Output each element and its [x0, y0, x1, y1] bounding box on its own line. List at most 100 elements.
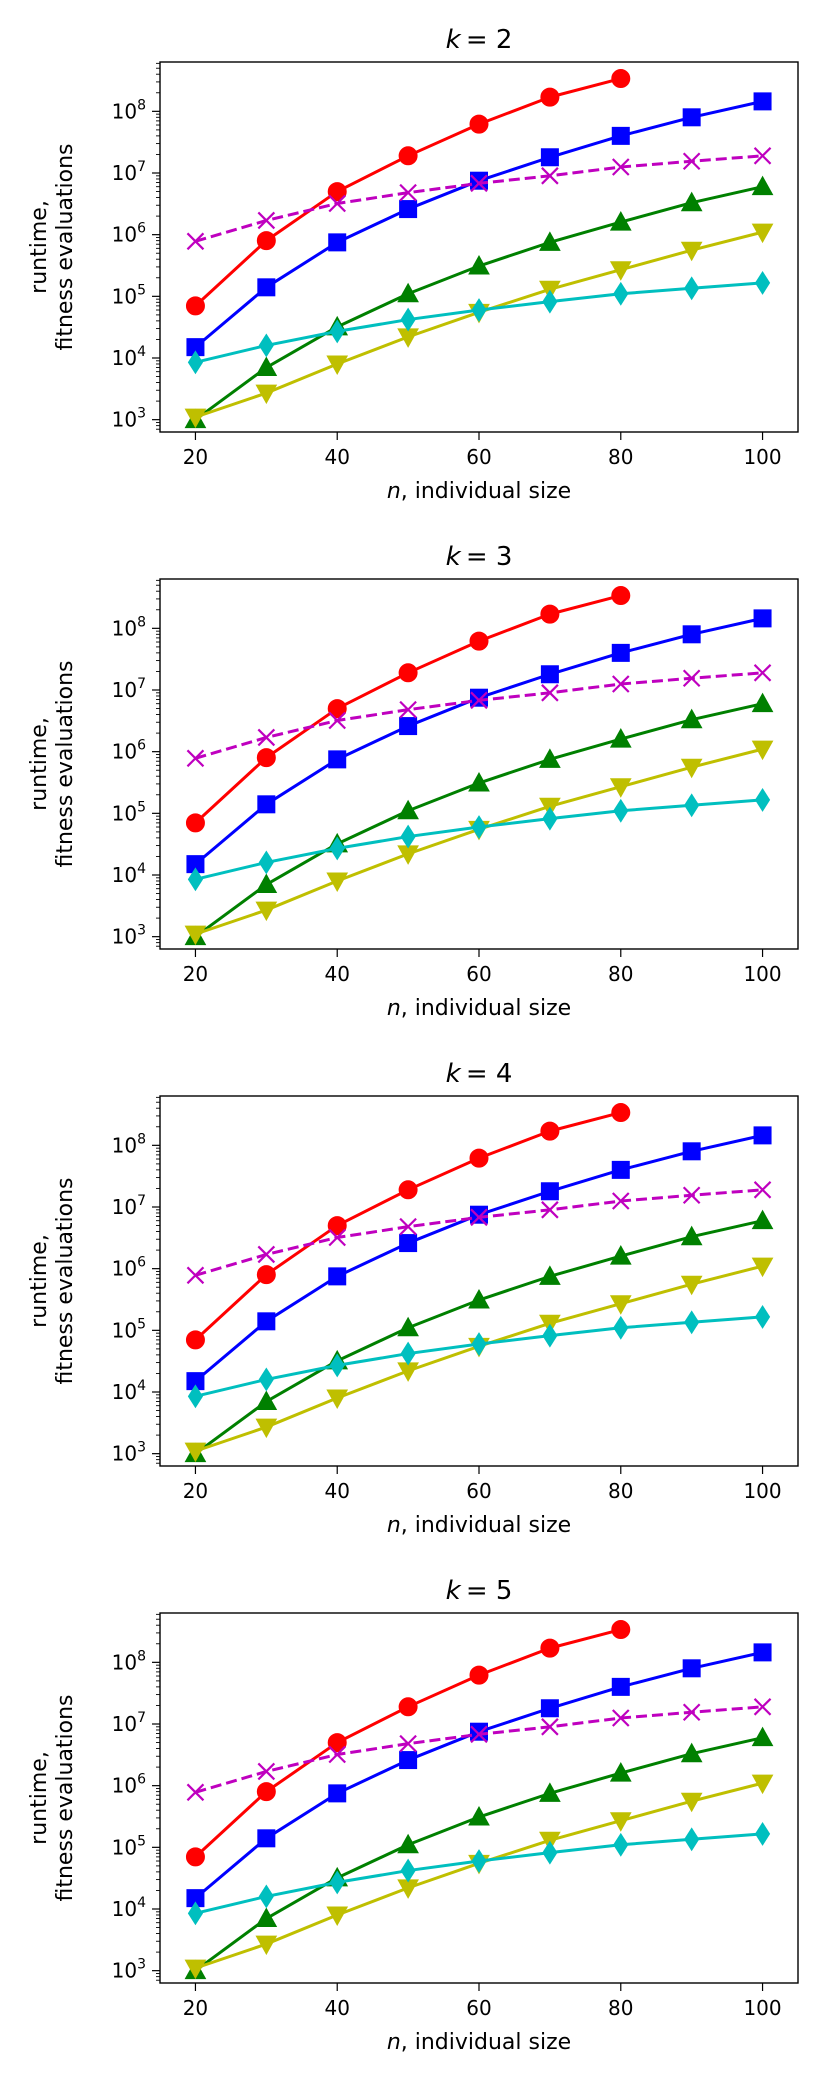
- series-circle: [185, 69, 631, 316]
- data-point-diamond: [471, 298, 487, 322]
- x-axis-label: n, individual size: [387, 1513, 571, 1538]
- y-tick-base: 10: [112, 284, 137, 308]
- y-tick-exponent: 8: [137, 97, 146, 113]
- chart-title-eq: = 2: [461, 25, 513, 55]
- x-axis-label: n, individual size: [387, 996, 571, 1021]
- data-point-circle: [256, 231, 276, 251]
- data-point-square: [753, 609, 772, 628]
- data-point-triangle-down: [184, 1442, 207, 1463]
- data-point-diamond: [684, 793, 700, 818]
- data-point-diamond: [471, 815, 487, 839]
- x-tick-label: 20: [183, 445, 208, 469]
- series-triangle-down: [184, 1257, 774, 1463]
- data-point-x: [257, 211, 276, 230]
- series-x: [186, 664, 772, 768]
- data-point-circle: [327, 182, 347, 202]
- data-point-diamond: [400, 1341, 416, 1366]
- series-triangle-down: [184, 1774, 774, 1980]
- data-point-triangle-down: [326, 355, 349, 376]
- data-point-diamond: [754, 1304, 771, 1329]
- data-point-diamond: [400, 824, 416, 849]
- data-point-triangle-up: [609, 1762, 632, 1782]
- series-line: [195, 1705, 763, 1794]
- data-point-triangle-down: [326, 872, 349, 893]
- y-tick-base: 10: [112, 1318, 137, 1342]
- y-tick-exponent: 7: [137, 1193, 146, 1209]
- y-tick-label: 105: [112, 1833, 146, 1859]
- data-point-x: [612, 1709, 630, 1727]
- y-tick-label: 108: [112, 1648, 146, 1674]
- series-triangle-down: [184, 223, 774, 429]
- data-point-x: [612, 675, 630, 693]
- series-circle: [185, 1103, 631, 1350]
- data-point-circle: [611, 69, 631, 89]
- data-point-x: [257, 728, 276, 747]
- data-point-diamond: [329, 836, 345, 861]
- y-tick-base: 10: [112, 1712, 137, 1736]
- x-tick-label: 20: [183, 962, 208, 986]
- y-axis-label-line2: fitness evaluations: [53, 660, 78, 867]
- data-point-x: [328, 1745, 346, 1764]
- data-point-circle: [185, 296, 205, 316]
- data-point-diamond: [329, 1870, 345, 1895]
- y-tick-label: 104: [112, 344, 146, 370]
- series-line: [195, 671, 763, 760]
- y-tick-label: 103: [112, 923, 146, 949]
- plot-frame: [159, 61, 799, 433]
- y-tick-base: 10: [112, 99, 137, 123]
- data-point-x: [753, 147, 772, 165]
- data-point-circle: [611, 1103, 631, 1123]
- data-point-circle: [540, 87, 560, 107]
- y-tick-label: 105: [112, 282, 146, 308]
- data-point-diamond: [400, 1858, 416, 1883]
- data-point-triangle-down: [326, 1906, 349, 1927]
- y-tick-base: 10: [112, 863, 137, 887]
- data-point-x: [399, 1734, 417, 1753]
- x-axis-label-var: n: [387, 479, 401, 504]
- chart-title: k = 3: [446, 542, 513, 572]
- data-point-x: [753, 1698, 772, 1716]
- chart-title-eq: = 4: [461, 1059, 513, 1089]
- y-tick-base: 10: [112, 1774, 137, 1798]
- data-point-diamond: [542, 806, 558, 831]
- series-diamond: [187, 1821, 771, 1926]
- y-tick-label: 107: [112, 1193, 146, 1219]
- data-point-triangle-up: [539, 1782, 561, 1802]
- y-axis-label-line2: fitness evaluations: [53, 143, 78, 350]
- data-point-circle: [398, 1180, 418, 1200]
- data-point-diamond: [258, 1367, 274, 1392]
- chart-title-eq: = 5: [461, 1576, 513, 1606]
- y-tick-base: 10: [112, 1835, 137, 1859]
- data-point-diamond: [613, 1832, 629, 1857]
- y-tick-label: 108: [112, 614, 146, 640]
- data-point-square: [540, 1182, 559, 1201]
- data-point-triangle-up: [255, 356, 278, 377]
- data-point-square: [540, 148, 559, 167]
- data-point-x: [682, 152, 701, 171]
- plot-frame: [159, 1095, 799, 1467]
- data-point-diamond: [329, 319, 345, 344]
- data-point-x: [186, 749, 205, 768]
- data-point-triangle-down: [609, 1295, 632, 1315]
- y-tick-exponent: 7: [137, 1710, 146, 1726]
- plot-frame: [159, 1612, 799, 1984]
- y-axis-label-line1: runtime,: [27, 1234, 52, 1328]
- data-point-triangle-up: [751, 175, 774, 196]
- data-point-triangle-up: [751, 1209, 774, 1230]
- data-point-square: [540, 1699, 559, 1718]
- data-point-square: [328, 750, 347, 769]
- data-point-square: [399, 1751, 418, 1770]
- x-axis-label-var: n: [387, 2030, 401, 2055]
- y-tick-exponent: 4: [137, 1895, 146, 1911]
- chart-title-var: k: [446, 542, 462, 572]
- series-x: [186, 1181, 772, 1285]
- y-tick-label: 105: [112, 1316, 146, 1342]
- y-tick-base: 10: [112, 925, 137, 949]
- data-point-triangle-up: [539, 231, 561, 251]
- data-point-triangle-down: [255, 1418, 278, 1439]
- data-point-circle: [185, 1847, 205, 1867]
- data-point-x: [470, 174, 488, 193]
- data-point-circle: [256, 1782, 276, 1802]
- data-point-triangle-up: [539, 748, 561, 768]
